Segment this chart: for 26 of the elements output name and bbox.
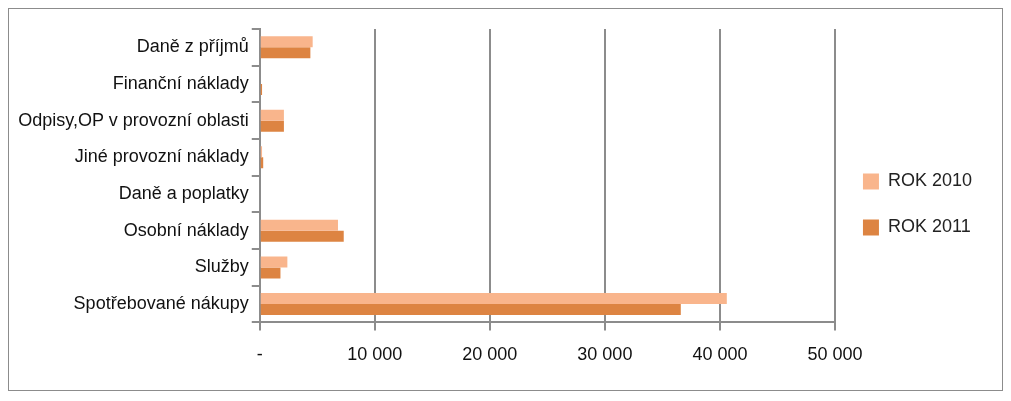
y-tick-label: Daně a poplatky (118, 183, 249, 204)
bar (260, 47, 311, 59)
y-tick-label: Finanční náklady (112, 72, 249, 93)
bar (260, 293, 727, 305)
bar (260, 230, 344, 242)
y-tick-label: Odpisy,OP v provozní oblasti (18, 109, 249, 130)
x-tick-label: - (256, 344, 263, 365)
bar (260, 219, 338, 231)
x-tick-label: 50 000 (807, 344, 863, 365)
x-tick-label: 10 000 (347, 344, 403, 365)
x-tick-label: 20 000 (462, 344, 518, 365)
bar (260, 256, 288, 268)
legend-label: ROK 2010 (887, 170, 973, 191)
y-tick-label: Spotřebované nákupy (73, 293, 249, 314)
bar (260, 267, 281, 279)
y-tick-label: Jiné provozní náklady (74, 146, 249, 167)
y-tick-label: Osobní náklady (123, 219, 249, 240)
bar (260, 109, 284, 121)
y-tick-label: Služby (194, 256, 249, 277)
bar (260, 36, 313, 48)
x-tick-label: 30 000 (577, 344, 633, 365)
legend-label: ROK 2011 (887, 216, 971, 237)
y-tick-label: Daně z příjmů (136, 36, 249, 57)
bar (260, 120, 284, 132)
bar (260, 304, 681, 316)
x-tick-label: 40 000 (692, 344, 748, 365)
